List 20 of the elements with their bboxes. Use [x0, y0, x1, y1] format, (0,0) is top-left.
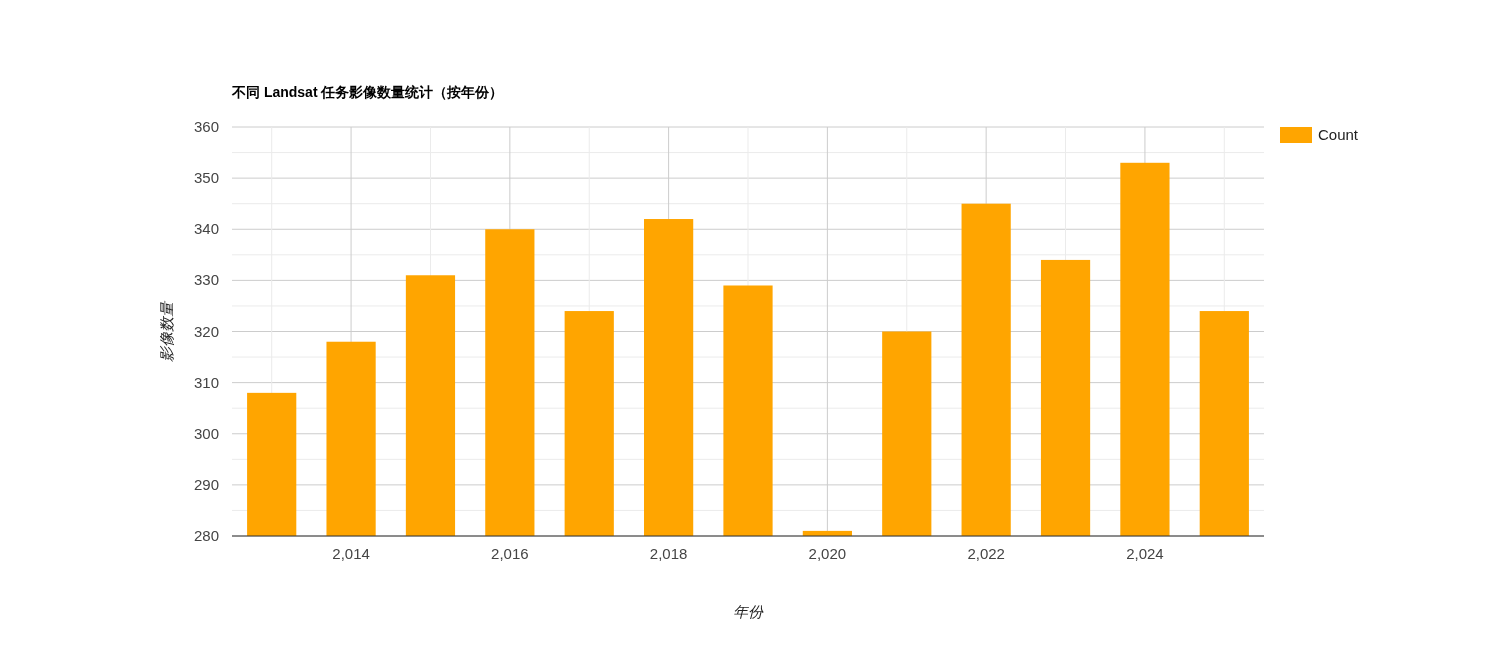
x-tick-label: 2,018 — [649, 545, 688, 562]
y-tick-label: 350 — [193, 169, 219, 187]
y-tick-label: 300 — [193, 424, 219, 442]
x-axis-title: 年份 — [733, 603, 764, 620]
y-tick-label: 290 — [193, 475, 219, 493]
y-tick-label: 360 — [193, 118, 219, 135]
legend-label: Count — [1318, 126, 1359, 143]
chart-title: 不同 Landsat 任务影像数量统计（按年份） — [231, 84, 504, 100]
x-tick-label: 2,022 — [967, 545, 1005, 562]
y-tick-label: 330 — [193, 271, 219, 289]
y-tick-label: 340 — [193, 220, 219, 238]
x-tick-label: 2,014 — [332, 545, 370, 562]
x-tick-label: 2,024 — [1126, 545, 1164, 562]
y-axis-title: 影像数量 — [158, 299, 175, 362]
y-tick-label: 310 — [193, 373, 219, 391]
y-tick-label: 280 — [193, 527, 219, 544]
x-tick-label: 2,020 — [808, 545, 847, 562]
legend: Count — [1280, 126, 1359, 143]
y-tick-label: 320 — [193, 322, 219, 340]
x-tick-label: 2,016 — [491, 545, 529, 562]
